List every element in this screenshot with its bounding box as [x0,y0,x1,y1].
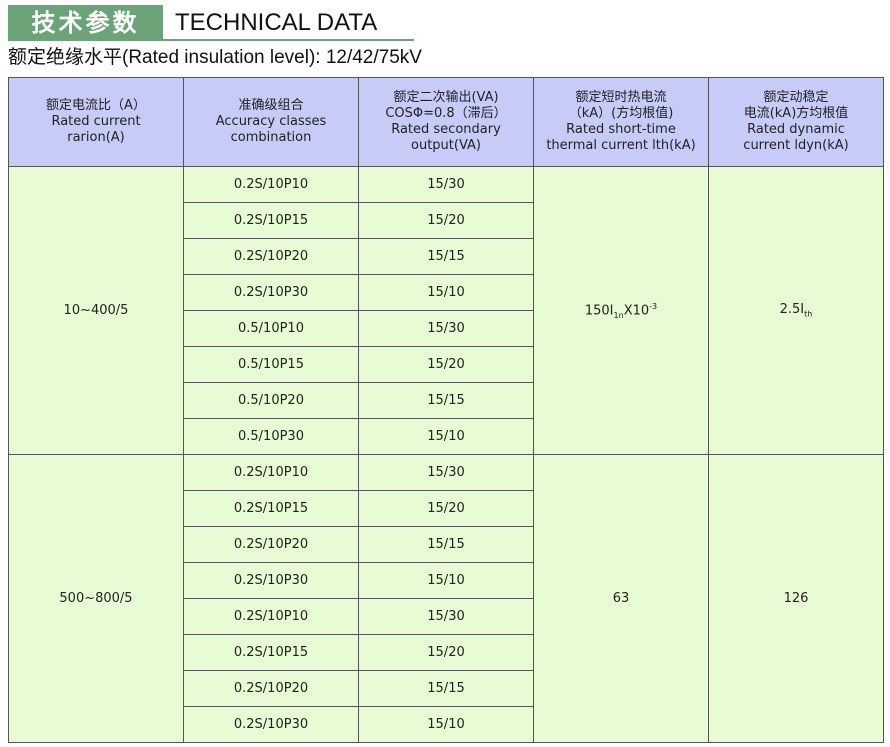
rated-current-ratio: 10~400/5 [8,166,184,455]
secondary-output: 15/20 [358,634,534,671]
accuracy-class: 0.5/10P10 [183,310,359,347]
insulation-level: 额定绝缘水平(Rated insulation level): 12/42/75… [8,47,422,68]
table-row: 0.2S/10P30 15/10 [9,706,884,743]
header-line: 准确级组合 [238,98,304,113]
rated-current-ratio: 500~800/5 [8,454,184,743]
thermal-base: 150I [584,302,614,318]
title-en: TECHNICAL DATA [175,9,378,36]
accuracy-class: 0.2S/10P10 [183,598,359,635]
accuracy-class: 0.2S/10P10 [183,166,359,203]
header-line: Rated dynamic [747,122,845,137]
table-row: 0.2S/10P10 15/30 [9,598,884,635]
table-row: 10~400/5 0.2S/10P10 15/30 150I1nX10-3 2.5Ith [8,166,884,455]
accuracy-class: 0.2S/10P20 [183,526,359,563]
column-header: 额定二次输出(VA) COSΦ=0.8（滞后） Rated secondary out… [358,77,534,167]
table-row: 0.2S/10P15 15/20 [9,490,884,527]
secondary-output: 15/15 [358,670,534,707]
accuracy-class: 0.5/10P20 [183,382,359,419]
accuracy-class: 0.2S/10P15 [183,634,359,671]
header-line: 额定电流比（A） [46,98,146,113]
accuracy-class: 0.2S/10P20 [183,238,359,275]
header-line: （kA）(方均根值) [568,106,674,121]
header-line: Rated current [51,114,141,129]
table-row: 0.2S/10P20 15/15 [9,670,884,707]
header-line: 电流(kA)方均根值 [743,106,849,121]
header-line: Rated secondary [391,122,501,137]
header-line: Rated short-time [566,122,676,137]
header-line: Accuracy classes [215,114,327,129]
accuracy-class: 0.2S/10P30 [183,562,359,599]
title-cn: 技术参数 [8,5,163,41]
secondary-output: 15/10 [358,418,534,455]
table-row: 0.2S/10P15 15/20 [9,202,884,239]
thermal-current: 63 [533,454,709,743]
secondary-output: 15/10 [358,274,534,311]
thermal-current: 150I1nX10-3 [533,166,709,455]
accuracy-class: 0.2S/10P30 [183,706,359,743]
dynamic-current: 126 [708,454,884,743]
thermal-sub: 1n [613,310,624,320]
accuracy-class: 0.5/10P30 [183,418,359,455]
accuracy-class: 0.2S/10P15 [183,490,359,527]
accuracy-class: 0.2S/10P15 [183,202,359,239]
header-line: output(VA) [411,138,481,153]
accuracy-class: 0.2S/10P30 [183,274,359,311]
accuracy-class: 0.5/10P15 [183,346,359,383]
accuracy-class: 0.2S/10P10 [183,454,359,491]
secondary-output: 15/30 [358,310,534,347]
header-line: combination [230,130,312,145]
secondary-output: 15/20 [358,202,534,239]
secondary-output: 15/15 [358,238,534,275]
column-header: 准确级组合 Accuracy classes combination [183,77,359,167]
table-row: 0.2S/10P30 15/10 [9,274,884,311]
table-row: 0.2S/10P15 15/20 [9,634,884,671]
header-line: rarion(A) [67,130,125,145]
table-row: 0.5/10P20 15/15 [9,382,884,419]
column-header: 额定动稳定 电流(kA)方均根值 Rated dynamic current ldyn… [708,77,884,167]
secondary-output: 15/15 [358,382,534,419]
table-row: 0.5/10P30 15/10 [9,418,884,455]
column-header: 额定电流比（A） Rated current rarion(A) [8,77,184,167]
header-line: thermal current lth(kA) [546,138,696,153]
technical-data-table: 额定电流比（A） Rated current rarion(A) 准确级组合 Accur… [8,77,884,743]
secondary-output: 15/30 [358,166,534,203]
secondary-output: 15/10 [358,562,534,599]
secondary-output: 15/30 [358,454,534,491]
dynamic-current: 2.5Ith [708,166,884,455]
dynamic-sub: th [804,309,813,319]
table-row: 0.2S/10P30 15/10 [9,562,884,599]
title-underline [8,39,414,41]
header-line: current ldyn(kA) [743,138,849,153]
accuracy-class: 0.2S/10P20 [183,670,359,707]
table-row: 500~800/5 0.2S/10P10 15/30 63 126 [8,454,884,743]
dynamic-base: 2.5I [779,302,805,318]
secondary-output: 15/30 [358,598,534,635]
table-row: 0.5/10P15 15/20 [9,346,884,383]
header-line: 额定动稳定 [763,90,829,105]
column-header: 额定短时热电流 （kA）(方均根值) Rated short-time thermal… [533,77,709,167]
secondary-output: 15/20 [358,490,534,527]
secondary-output: 15/20 [358,346,534,383]
secondary-output: 15/15 [358,526,534,563]
thermal-mid: X10 [623,302,650,318]
header-line: 额定短时热电流 [575,90,667,105]
header-line: COSΦ=0.8（滞后） [385,106,507,121]
secondary-output: 15/10 [358,706,534,743]
thermal-sup: -3 [649,301,658,311]
table-row: 0.5/10P10 15/30 [9,310,884,347]
header-line: 额定二次输出(VA) [393,90,499,105]
